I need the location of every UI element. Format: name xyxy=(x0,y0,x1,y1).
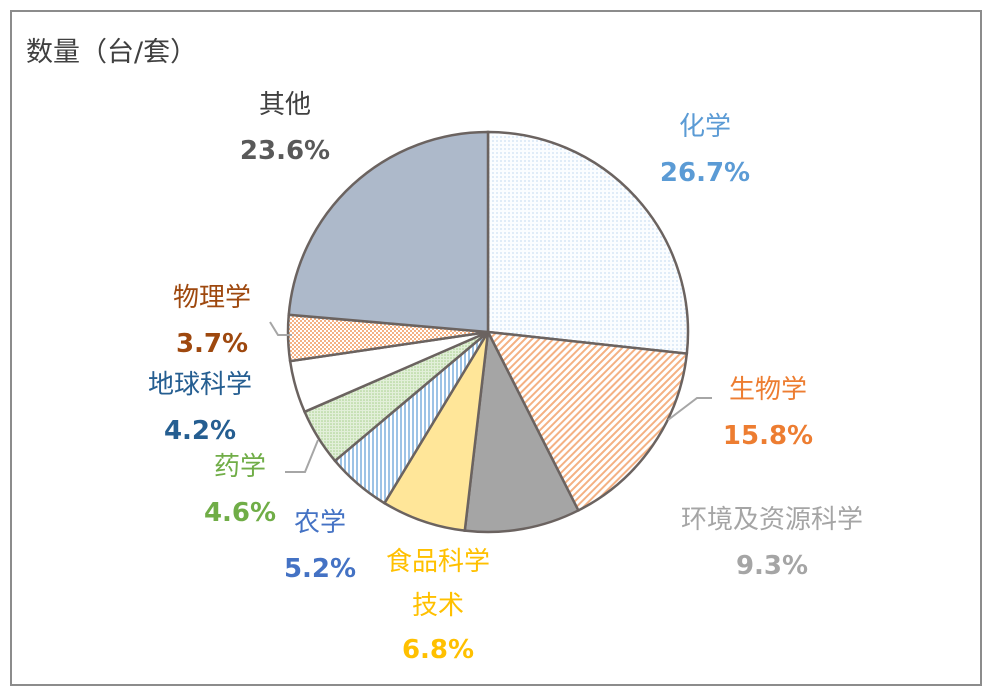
pie-slice-8 xyxy=(287,130,490,334)
leader-line-physics xyxy=(269,321,292,336)
leader-line-biology xyxy=(667,397,712,421)
label-chemistry: 化学 26.7% xyxy=(659,112,751,188)
pie-slice-0 xyxy=(486,130,690,356)
label-environment: 环境及资源科学 9.3% xyxy=(680,505,864,581)
label-food-science: 食品科学技术 6.8% xyxy=(385,547,490,665)
label-biology: 生物学 15.8% xyxy=(722,375,814,451)
label-other: 其他 23.6% xyxy=(239,90,331,166)
chart-frame xyxy=(10,10,982,686)
label-earth-science: 地球科学 4.2% xyxy=(147,370,253,446)
pie-slice-2 xyxy=(463,327,581,534)
label-agriculture: 农学 5.2% xyxy=(283,508,357,584)
label-physics: 物理学 3.7% xyxy=(172,283,252,359)
leader-line-pharmacy xyxy=(285,439,319,473)
label-pharmacy: 药学 4.6% xyxy=(203,452,277,528)
pie-slice-1 xyxy=(485,330,689,513)
chart-title: 数量（台/套） xyxy=(26,37,198,68)
